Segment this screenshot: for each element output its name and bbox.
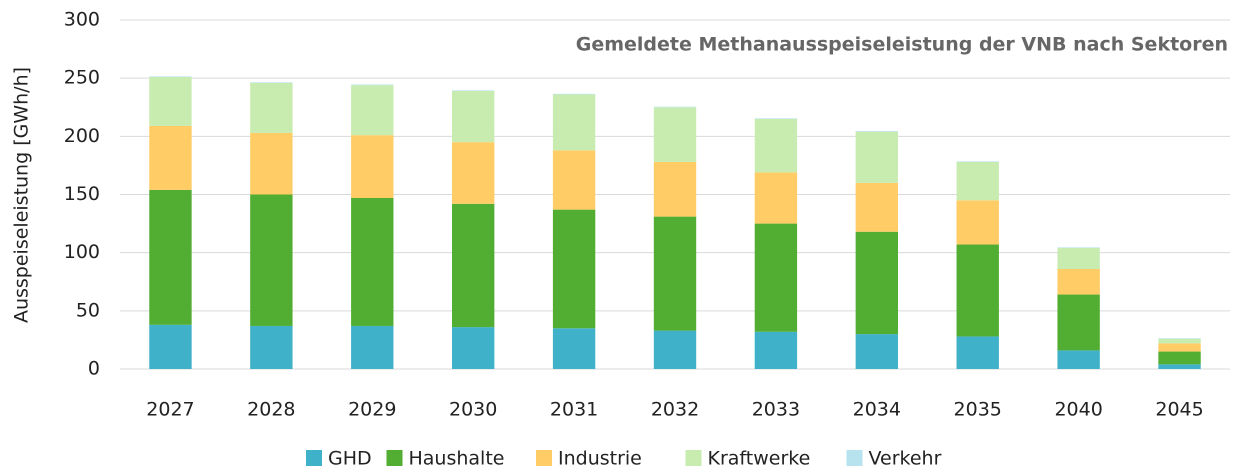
bar-segment [754,118,798,119]
x-tick-label: 2032 [651,399,699,421]
bar-segment [149,324,192,369]
legend-swatch [306,450,322,466]
bar-segment [250,82,293,83]
bar-segment [351,135,394,198]
bar-segment [1057,350,1100,369]
y-tick-label: 200 [64,125,100,147]
legend-swatch [536,450,552,466]
legend-swatch [685,450,702,466]
x-tick-label: 2028 [247,399,295,421]
bar-segment [956,161,999,162]
y-tick-label: 0 [88,358,100,380]
legend-label: Industrie [558,448,642,470]
y-tick-label: 100 [64,241,100,263]
bar-segment [855,131,899,183]
bar-segment [149,76,192,78]
bar-segment [451,327,495,369]
legend-swatch [386,450,403,466]
x-tick-label: 2034 [853,399,901,421]
bar-segment [351,197,394,326]
bar-segment [956,244,999,337]
bar-segment [250,194,293,326]
bar-segment [855,182,899,232]
bar-segment [956,336,999,369]
bar-segment [1158,338,1201,344]
bar-segment [1057,247,1100,249]
x-tick-label: 2029 [348,399,396,421]
x-tick-label: 2040 [1054,399,1102,421]
bar-segment [653,106,697,108]
legend-label: Kraftwerke [708,448,811,470]
bar-segment [451,203,495,328]
x-tick-label: 2031 [550,399,598,421]
bar-segment [552,93,596,95]
bar-segment [956,200,999,245]
x-tick-label: 2027 [146,399,194,421]
bar-segment [653,161,697,217]
y-tick-label: 300 [64,9,100,31]
legend-swatch [846,450,863,466]
bar-segment [1158,338,1201,339]
bar-segment [1057,268,1100,295]
bar-segment [351,85,394,136]
legend-label: Haushalte [409,448,505,470]
bar-segment [149,125,192,190]
bar-segment [351,325,394,369]
bar-segment [149,189,192,325]
bar-segment [451,90,495,91]
y-tick-label: 250 [64,67,100,89]
legend-label: Verkehr [869,448,942,470]
bar-segment [653,107,697,162]
bar-segment [552,209,596,329]
bar-segment [1158,343,1201,352]
bar-segment [149,77,192,126]
bar-segment [250,132,293,195]
x-tick-label: 2045 [1155,399,1203,421]
bar-segment [653,216,697,331]
bar-segment [855,334,899,369]
bar-segment [250,82,293,133]
bar-segment [451,142,495,204]
bar-segment [1158,364,1201,369]
bar-segment [250,325,293,369]
x-tick-label: 2035 [954,399,1002,421]
bar-segment [451,90,495,143]
x-tick-label: 2030 [449,399,497,421]
bar-segment [754,331,798,369]
y-tick-label: 50 [76,299,100,321]
bar-segment [754,223,798,332]
bar-segment [1158,351,1201,365]
bar-segment [1057,294,1100,351]
bar-segment [351,84,394,86]
bar-segment [754,172,798,224]
bar-segment [653,330,697,369]
y-axis-label: Ausspeiseleistung [GWh/h] [11,67,33,323]
bar-segment [754,118,798,173]
x-tick-label: 2033 [752,399,800,421]
chart-title: Gemeldete Methanausspeiseleistung der VN… [576,34,1228,56]
y-tick-label: 150 [64,183,100,205]
bar-segment [855,231,899,335]
bar-segment [956,161,999,201]
bar-segment [552,150,596,210]
bar-segment [1057,248,1100,269]
bar-segment [552,94,596,151]
bar-segment [855,131,899,132]
legend-label: GHD [328,448,372,470]
bar-segment [552,328,596,369]
